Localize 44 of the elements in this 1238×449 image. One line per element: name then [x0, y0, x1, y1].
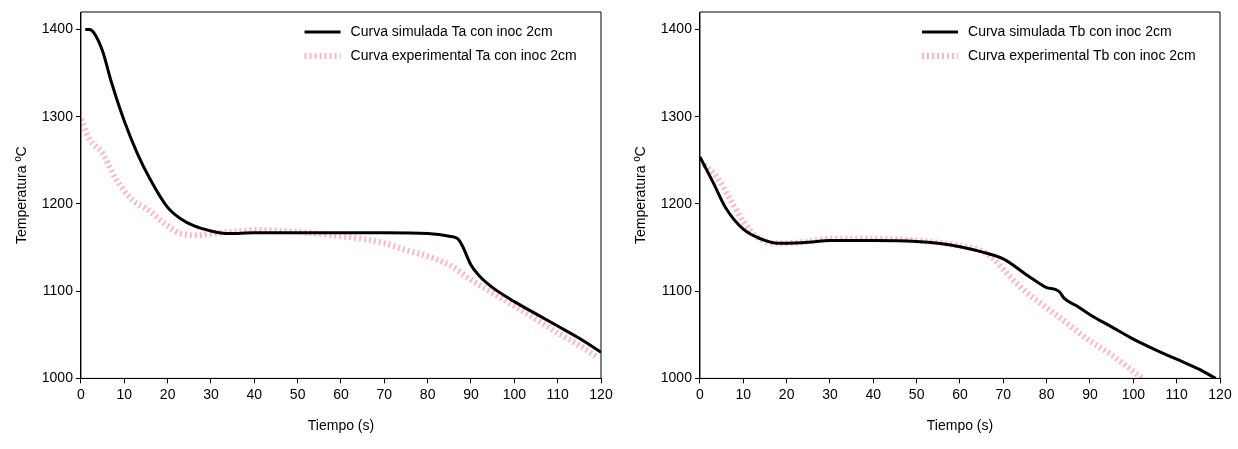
y-tick-label: 1300 [41, 107, 74, 124]
x-tick-label: 10 [735, 385, 752, 402]
x-tick-label: 120 [1208, 385, 1232, 402]
x-tick-label: 40 [865, 385, 882, 402]
x-tick-label: 10 [116, 385, 133, 402]
y-tick-label: 1200 [41, 194, 74, 211]
x-tick-label: 110 [1165, 385, 1189, 402]
x-tick-label: 80 [419, 385, 436, 402]
y-tick-label: 1000 [41, 369, 74, 386]
x-axis-title: Tiempo (s) [307, 417, 375, 434]
y-tick-label: 1300 [660, 107, 693, 124]
y-tick-label: 1100 [42, 282, 74, 299]
x-tick-label: 110 [546, 385, 570, 402]
y-tick-label: 1400 [660, 20, 693, 37]
x-tick-label: 50 [908, 385, 925, 402]
legend-label: Curva experimental Ta con inoc 2cm [350, 46, 577, 63]
x-tick-label: 60 [952, 385, 968, 402]
y-tick-label: 1000 [660, 369, 693, 386]
y-axis-title: Temperatura ºC [632, 146, 649, 245]
x-tick-label: 0 [77, 385, 86, 402]
x-tick-label: 50 [289, 385, 306, 402]
x-tick-label: 120 [589, 385, 613, 402]
x-tick-label: 20 [778, 385, 795, 402]
y-tick-label: 1200 [660, 194, 693, 211]
x-tick-label: 60 [333, 385, 349, 402]
x-tick-label: 100 [1121, 385, 1146, 402]
x-tick-label: 80 [1038, 385, 1055, 402]
legend-label: Curva simulada Ta con inoc 2cm [350, 22, 553, 39]
x-axis-title: Tiempo (s) [926, 417, 994, 434]
legend-label: Curva experimental Tb con inoc 2cm [968, 46, 1196, 63]
x-tick-label: 20 [159, 385, 176, 402]
x-tick-label: 70 [376, 385, 393, 402]
x-tick-label: 0 [696, 385, 705, 402]
legend-label: Curva simulada Tb con inoc 2cm [968, 22, 1172, 39]
y-tick-label: 1400 [41, 20, 74, 37]
y-tick-label: 1100 [661, 282, 693, 299]
x-tick-label: 100 [502, 385, 527, 402]
x-tick-label: 90 [463, 385, 479, 402]
x-tick-label: 90 [1082, 385, 1098, 402]
x-tick-label: 40 [246, 385, 263, 402]
x-tick-label: 70 [995, 385, 1012, 402]
x-tick-label: 30 [822, 385, 838, 402]
x-tick-label: 30 [203, 385, 219, 402]
y-axis-title: Temperatura ºC [13, 146, 30, 245]
